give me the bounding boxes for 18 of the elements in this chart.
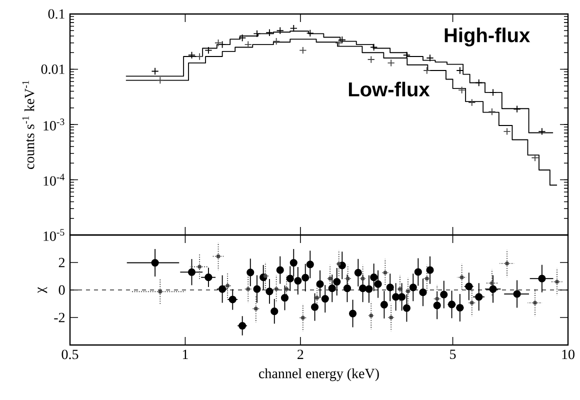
y-tick-label: 0 bbox=[58, 285, 65, 295]
y-axis-title: counts s$^{-1}$ keV$^{-1}$ bbox=[22, 80, 34, 169]
x-tick-label: 5 bbox=[450, 350, 456, 360]
series-label: Low-flux bbox=[348, 82, 430, 96]
y-tick-label: -2 bbox=[54, 312, 65, 322]
y-tick-label: 2 bbox=[58, 258, 65, 268]
x-tick-label: 10 bbox=[562, 350, 574, 360]
legend-label: High-flux bbox=[444, 28, 530, 46]
x-axis-title: channel energy (keV) bbox=[259, 368, 379, 382]
x-tick-label: 1 bbox=[182, 350, 188, 359]
y-tick-label: 10$^{-5}$ bbox=[44, 229, 64, 241]
y-tick-label: 0.01 bbox=[41, 64, 64, 74]
x-tick-label: 0.5 bbox=[62, 350, 78, 360]
y-tick-label: 10$^{-3}$ bbox=[44, 118, 64, 130]
y-tick-label: 0.1 bbox=[48, 9, 64, 19]
y-axis-title: χ bbox=[38, 286, 48, 294]
y-tick-label: 10$^{-4}$ bbox=[44, 174, 64, 186]
x-tick-label: 2 bbox=[298, 350, 304, 359]
